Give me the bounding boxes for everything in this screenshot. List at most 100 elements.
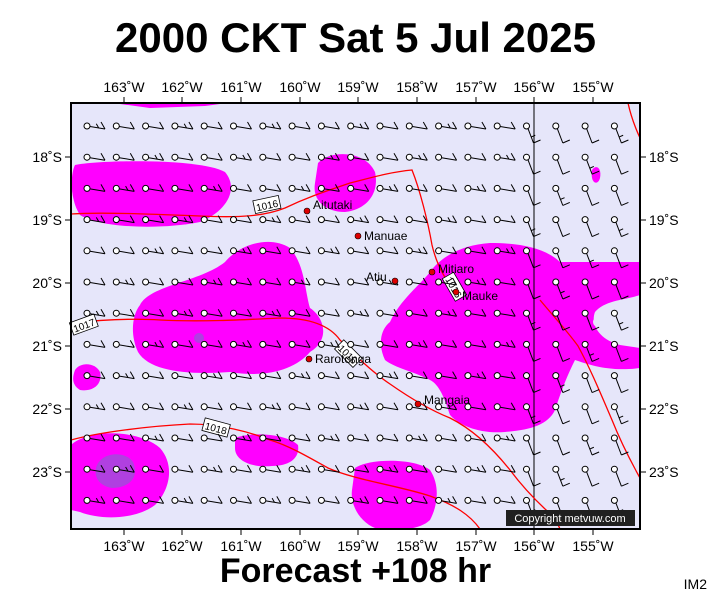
wind-barb — [347, 340, 370, 348]
wind-barb — [523, 309, 541, 331]
wind-barb — [405, 152, 428, 161]
isobar-label: 1016 — [252, 194, 282, 214]
wind-barb — [552, 465, 570, 487]
wind-barb — [230, 121, 252, 130]
wind-barb — [347, 184, 370, 192]
wind-barb — [405, 340, 428, 348]
wind-barb — [317, 215, 340, 224]
wind-barb — [552, 122, 570, 144]
island-aitutaki: Aitutaki — [303, 198, 352, 215]
wind-barb — [610, 434, 629, 456]
wind-barb — [581, 434, 600, 456]
wind-barb — [259, 340, 282, 348]
island-marker — [414, 400, 422, 408]
island-manuae: Manuae — [354, 229, 408, 243]
wind-barb — [230, 402, 252, 411]
wind-barb — [230, 433, 252, 442]
wind-barb — [83, 340, 106, 348]
wind-barb — [259, 402, 282, 411]
wind-barb — [171, 246, 194, 255]
wind-barb — [142, 402, 165, 411]
wind-barb — [112, 277, 135, 286]
wind-barb — [405, 121, 428, 130]
wind-barb — [317, 121, 340, 130]
wind-barb — [142, 496, 165, 504]
wind-barb — [552, 184, 570, 206]
wind-barb — [200, 246, 223, 255]
wind-barb — [83, 308, 106, 317]
wind-barb — [581, 247, 600, 269]
wind-barb — [112, 496, 135, 504]
wind-barb — [523, 122, 541, 144]
wind-barb — [376, 152, 399, 161]
wind-barb — [112, 340, 135, 348]
wind-barb — [317, 371, 340, 380]
wind-barb — [171, 277, 194, 286]
island-marker — [428, 268, 436, 276]
longitude-label: 155˚W — [572, 79, 614, 95]
wind-barb — [347, 246, 370, 255]
wind-barb — [171, 152, 194, 161]
wind-barb — [464, 152, 487, 161]
wind-barb — [171, 340, 194, 348]
wind-barb — [523, 372, 541, 394]
wind-barb — [288, 402, 311, 411]
wind-barb — [376, 184, 399, 192]
wind-barb — [435, 371, 458, 380]
wind-barb — [376, 246, 399, 255]
wind-barb — [405, 184, 428, 192]
wind-barb — [405, 308, 428, 317]
wind-barb — [435, 121, 458, 130]
wind-barb — [230, 308, 252, 317]
wind-barb — [523, 278, 541, 300]
wind-barb — [83, 121, 106, 130]
wind-barb — [142, 433, 165, 442]
wind-barb — [552, 216, 570, 238]
wind-barb — [142, 308, 165, 317]
wind-barb — [347, 121, 370, 130]
latitude-label: 20˚S — [32, 275, 62, 291]
wind-barb — [581, 184, 600, 206]
wind-barb — [317, 308, 340, 317]
wind-barb — [171, 402, 194, 411]
wind-barb — [552, 278, 570, 300]
wind-barb — [171, 308, 194, 317]
copyright-text: Copyright metvuw.com — [514, 513, 625, 525]
island-mangaia: Mangaia — [414, 393, 470, 408]
wind-barb — [376, 371, 399, 380]
wind-barb — [259, 152, 282, 161]
wind-barb — [347, 496, 370, 504]
wind-barb — [83, 464, 106, 473]
longitude-label: 160˚W — [279, 79, 321, 95]
wind-barb — [200, 121, 223, 130]
wind-barb — [112, 246, 135, 255]
wind-barb — [347, 308, 370, 317]
wind-barb — [435, 496, 458, 504]
wind-barb — [610, 309, 629, 331]
wind-barb — [435, 277, 458, 286]
wind-barb — [347, 464, 370, 473]
longitude-label: 159˚W — [337, 538, 379, 554]
wind-barb — [405, 277, 428, 286]
wind-barb — [435, 152, 458, 161]
wind-barb — [171, 496, 194, 504]
islands: Aitutaki Manuae Atiu Mitiaro Mauke Rarot… — [303, 198, 498, 408]
wind-barb — [464, 340, 487, 348]
wind-barb — [259, 464, 282, 473]
wind-barb — [523, 216, 541, 238]
island-marker — [452, 288, 460, 296]
place-label: Mangaia — [424, 393, 470, 407]
wind-barb — [493, 277, 516, 286]
wind-barb — [581, 403, 600, 425]
wind-barb — [610, 372, 629, 394]
island-marker — [303, 207, 311, 215]
latitude-label: 23˚S — [649, 464, 679, 480]
wind-barb — [288, 152, 311, 161]
wind-barb — [112, 184, 135, 192]
wind-barb — [581, 278, 600, 300]
wind-barb — [288, 277, 311, 286]
bottom-longitude-labels: 163˚W 162˚W 161˚W 160˚W 159˚W 158˚W 157˚… — [103, 538, 614, 554]
wind-barb — [200, 340, 223, 348]
wind-barb — [493, 402, 516, 411]
wind-barb — [317, 152, 340, 161]
